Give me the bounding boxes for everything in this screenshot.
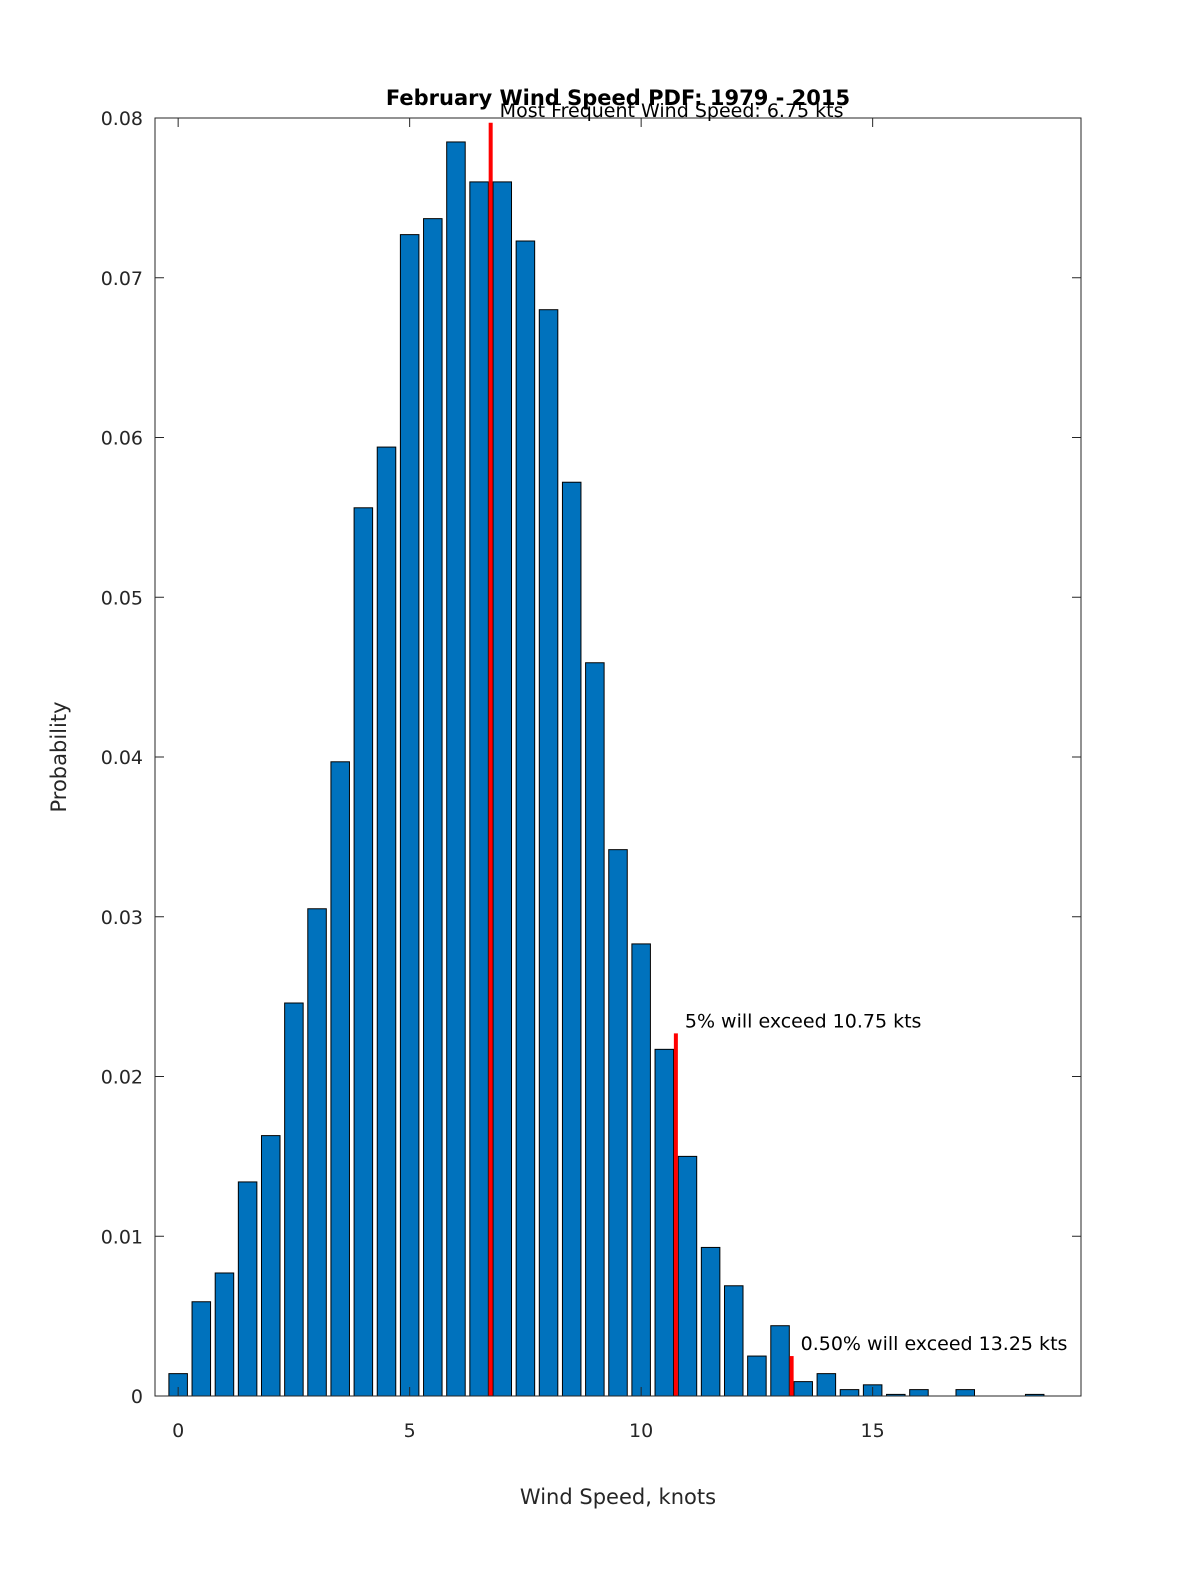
y-axis-label: Probability (47, 701, 71, 812)
bar (909, 1389, 929, 1397)
bar (608, 849, 628, 1397)
x-tick-label: 5 (404, 1420, 416, 1442)
x-tick-label: 0 (172, 1420, 184, 1442)
bar (747, 1355, 767, 1397)
y-tick-label: 0.03 (101, 907, 143, 929)
annotation-labels: Most Frequent Wind Speed: 6.75 kts 5% wil… (500, 100, 1068, 1355)
bar (353, 507, 374, 1397)
bar (677, 1155, 698, 1397)
bar (561, 481, 582, 1397)
y-tick-label: 0 (131, 1386, 143, 1408)
bar (700, 1246, 721, 1397)
bar (330, 761, 350, 1397)
x-tick-label: 10 (629, 1420, 653, 1442)
bar (423, 218, 443, 1397)
bar (654, 1048, 675, 1397)
axes-box (154, 117, 1082, 1397)
bar (585, 662, 605, 1397)
y-tick-label: 0.06 (101, 428, 143, 450)
chart-title: February Wind Speed PDF: 1979 - 2015 (386, 86, 850, 110)
bar (538, 309, 559, 1397)
bar (446, 141, 466, 1397)
x-axis-label: Wind Speed, knots (520, 1485, 716, 1509)
bar (376, 446, 397, 1397)
bar (191, 1301, 212, 1397)
bar (284, 1002, 304, 1397)
annotation-label: Most Frequent Wind Speed: 6.75 kts (500, 100, 844, 122)
y-tick-label: 0.02 (101, 1067, 143, 1089)
bar (307, 908, 327, 1397)
bar (214, 1272, 235, 1397)
annotation-label: 0.50% will exceed 13.25 kts (801, 1333, 1068, 1355)
tick-labels: 0 5 10 15 0 0.01 0.02 0.03 0.04 0.05 0.06 0.07 0.08 (101, 108, 885, 1442)
y-tick-label: 0.01 (101, 1226, 143, 1248)
bar (469, 181, 489, 1397)
bar (631, 943, 651, 1397)
annotation-lines (488, 122, 794, 1396)
x-tick-label: 15 (861, 1420, 885, 1442)
y-tick-label: 0.07 (101, 268, 143, 290)
bar (816, 1373, 837, 1397)
bar (260, 1135, 281, 1397)
bar (399, 234, 420, 1397)
y-tick-label: 0.08 (101, 108, 143, 130)
bar (955, 1389, 976, 1397)
bar (515, 240, 536, 1397)
bar (770, 1325, 790, 1397)
bar (237, 1181, 258, 1397)
bar (793, 1381, 813, 1397)
bar (839, 1389, 860, 1397)
bar (492, 181, 513, 1397)
y-tick-label: 0.05 (101, 587, 143, 609)
bar (723, 1285, 744, 1397)
annotation-label: 5% will exceed 10.75 kts (685, 1010, 922, 1032)
y-tick-label: 0.04 (101, 747, 143, 769)
